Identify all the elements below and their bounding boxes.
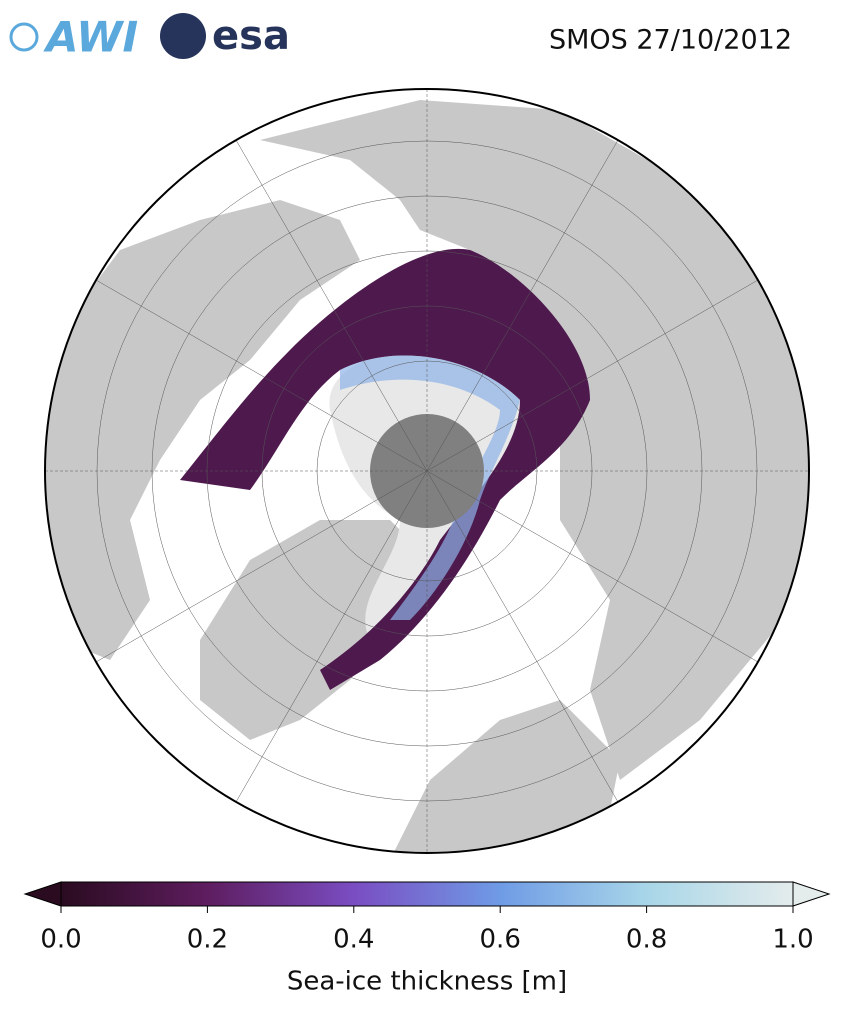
- colorbar-tick-label: 0.6: [480, 925, 521, 955]
- colorbar-tick-label: 1.0: [772, 925, 813, 955]
- colorbar-tick-label: 0.2: [187, 925, 228, 955]
- colorbar-tick-label: 0.8: [626, 925, 667, 955]
- land-scandinavia: [390, 700, 620, 853]
- thick-ice: [340, 355, 520, 620]
- colorbar-gradient: [60, 881, 794, 907]
- land-greenland: [200, 520, 430, 740]
- sea-ice: [180, 248, 590, 690]
- graticule: [45, 89, 809, 853]
- map-title: SMOS 27/10/2012: [549, 25, 792, 56]
- map-border: [44, 88, 810, 854]
- colorbar-tick-label: 0.4: [333, 925, 374, 955]
- colorbar-tick-label: 0.0: [40, 925, 81, 955]
- extend-high: [792, 881, 831, 907]
- extend-low: [23, 881, 62, 907]
- colorbar-label: Sea-ice thickness [m]: [287, 967, 567, 997]
- esa-logo: esa: [212, 13, 290, 59]
- colorbar: [23, 881, 831, 913]
- land-north-america: [45, 200, 360, 660]
- logos: AWI esa: [9, 13, 290, 62]
- esa-icon: [160, 13, 206, 59]
- land-eurasia: [260, 100, 809, 780]
- awi-icon: [9, 22, 39, 52]
- awi-logo: AWI: [43, 13, 138, 62]
- map: [45, 89, 809, 853]
